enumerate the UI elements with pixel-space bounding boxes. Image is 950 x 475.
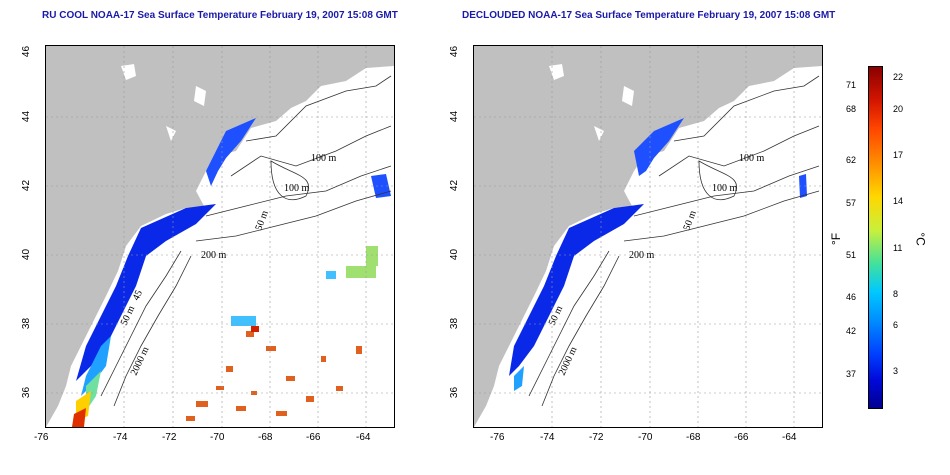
offshore-pixels <box>186 331 362 421</box>
left-map-graphic: 100 m 100 m 50 m 200 m 50 m 45 2000 m <box>46 46 394 427</box>
lat-tick: 46 <box>449 45 461 58</box>
right-sst-map: 100 m 100 m 50 m 200 m 50 m 2000 m <box>473 45 823 428</box>
lat-tick: 40 <box>449 248 461 261</box>
f-tick: 57 <box>846 198 857 208</box>
f-tick: 62 <box>846 155 857 165</box>
left-sst-map: 100 m 100 m 50 m 200 m 50 m 45 2000 m <box>45 45 395 428</box>
lat-tick: 44 <box>21 110 33 123</box>
fahrenheit-label: °F <box>829 232 844 246</box>
lon-tick: -74 <box>540 432 555 443</box>
c-tick: 8 <box>893 289 899 299</box>
right-map-graphic: 100 m 100 m 50 m 200 m 50 m 2000 m <box>474 46 822 427</box>
contour-label: 45 <box>131 289 145 303</box>
c-tick: 11 <box>893 243 903 253</box>
f-tick: 42 <box>846 326 857 336</box>
land <box>46 46 394 427</box>
contour-label: 2000 m <box>557 345 580 377</box>
lat-tick: 38 <box>21 317 33 330</box>
lon-tick: -64 <box>782 432 797 443</box>
right-map-title: DECLOUDED NOAA-17 Sea Surface Temperatur… <box>462 10 836 21</box>
c-tick: 22 <box>893 72 904 82</box>
lon-tick: -70 <box>210 432 225 443</box>
lat-tick: 42 <box>21 179 33 192</box>
lat-tick: 42 <box>449 179 461 192</box>
left-map-title: RU COOL NOAA-17 Sea Surface Temperature … <box>42 10 398 21</box>
contour-label: 100 m <box>739 153 765 164</box>
f-tick: 68 <box>846 104 857 114</box>
lon-tick: -76 <box>490 432 505 443</box>
c-tick: 14 <box>893 196 904 206</box>
celsius-label: °C <box>913 232 928 246</box>
sst-coastal-band <box>206 118 256 186</box>
lon-tick: -68 <box>258 432 273 443</box>
lon-tick: -76 <box>34 432 49 443</box>
c-tick: 17 <box>893 150 904 160</box>
contour-label: 100 m <box>712 183 738 194</box>
c-tick: 3 <box>893 366 899 376</box>
f-tick: 71 <box>846 80 857 90</box>
contour-label: 200 m <box>201 250 227 261</box>
contour-label: 200 m <box>629 250 655 261</box>
isobaths <box>100 75 392 407</box>
isobaths <box>528 75 820 407</box>
lat-tick: 44 <box>449 110 461 123</box>
lon-tick: -72 <box>589 432 604 443</box>
contour-label: 50 m <box>253 209 270 232</box>
contour-label: 100 m <box>284 183 310 194</box>
f-tick: 46 <box>846 292 857 302</box>
lon-tick: -74 <box>113 432 128 443</box>
lat-tick: 40 <box>21 248 33 261</box>
lon-tick: -68 <box>686 432 701 443</box>
lat-tick: 46 <box>21 45 33 58</box>
contour-label: 100 m <box>311 153 337 164</box>
lat-tick: 36 <box>449 386 461 399</box>
sst-coastal-band <box>634 118 684 176</box>
lat-tick: 36 <box>21 386 33 399</box>
contour-label: 50 m <box>681 209 698 232</box>
lon-tick: -66 <box>734 432 749 443</box>
c-tick: 6 <box>893 320 899 330</box>
f-tick: 37 <box>846 369 857 379</box>
lat-tick: 38 <box>449 317 461 330</box>
contour-label: 2000 m <box>129 345 152 377</box>
f-tick: 51 <box>846 250 857 260</box>
lon-tick: -64 <box>356 432 371 443</box>
temperature-colorbar <box>868 66 883 409</box>
lon-tick: -70 <box>638 432 653 443</box>
c-tick: 20 <box>893 104 904 114</box>
lon-tick: -66 <box>306 432 321 443</box>
lon-tick: -72 <box>162 432 177 443</box>
land <box>474 46 822 427</box>
